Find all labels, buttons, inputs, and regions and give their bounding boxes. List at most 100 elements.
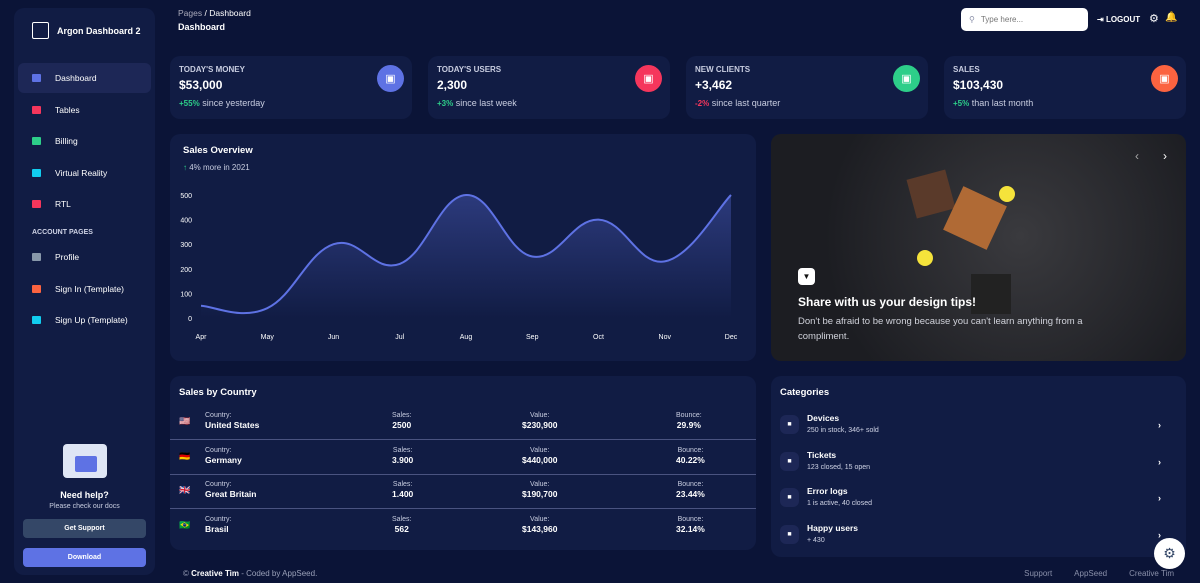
- world-icon: [32, 200, 41, 208]
- country-value: Germany: [205, 454, 242, 465]
- brand[interactable]: Argon Dashboard 2: [32, 22, 141, 39]
- sales-cell: Sales: 562: [392, 516, 411, 534]
- sales-cell: Sales: 3.900: [392, 447, 413, 465]
- chart-subtitle-text: 4% more in 2021: [189, 163, 250, 172]
- breadcrumb: Pages / Dashboard: [178, 8, 251, 18]
- sidebar-item-label: Billing: [55, 136, 78, 146]
- sales-overview-card: Sales Overview ↑ 4% more in 2021 0 100 200…: [170, 134, 756, 361]
- value-value: $440,000: [522, 454, 558, 465]
- carousel-prev[interactable]: ‹: [1135, 149, 1139, 163]
- chevron-right-icon[interactable]: ›: [1158, 420, 1161, 430]
- user-icon: [32, 253, 41, 261]
- value-cell: Value: $143,960: [522, 516, 557, 534]
- sidebar-item[interactable]: Billing: [18, 126, 151, 156]
- gear-icon[interactable]: ⚙: [1149, 13, 1159, 25]
- country-value: United States: [205, 420, 260, 430]
- sidebar-item-label: Virtual Reality: [55, 167, 108, 178]
- bounce-value: 32.14%: [676, 523, 705, 534]
- sidebar-item-label: Dashboard: [55, 73, 97, 83]
- stat-change: +3% since last week: [437, 98, 517, 108]
- section-title: Sales by Country: [179, 387, 257, 398]
- country-cell: Country: Germany: [205, 447, 242, 465]
- col-label: Value:: [530, 412, 550, 419]
- chevron-right-icon[interactable]: ›: [1158, 493, 1161, 503]
- carousel-next[interactable]: ›: [1163, 149, 1167, 163]
- table-row: 🇩🇪 Country: Germany Sales: 3.900 Value: $440,0…: [170, 441, 756, 475]
- col-label: Country:: [205, 446, 232, 454]
- stat-card: SALES $103,430 +5% than last month ▣: [944, 56, 1186, 119]
- chevron-right-icon[interactable]: ›: [1158, 456, 1161, 467]
- y-tick-label: 100: [180, 291, 192, 298]
- sales-cell: Sales: 2500: [392, 412, 411, 430]
- col-label: Sales:: [392, 412, 412, 419]
- get-support-button[interactable]: Get Support: [23, 519, 146, 538]
- sidebar-item[interactable]: Virtual Reality: [18, 158, 151, 188]
- x-tick-label: Nov: [659, 334, 672, 341]
- stat-value: $53,000: [179, 78, 223, 92]
- page-title: Dashboard: [178, 22, 226, 32]
- category-item[interactable]: ■ Tickets 123 closed, 15 open ›: [780, 450, 1175, 484]
- breadcrumb-current: Dashboard: [209, 8, 251, 18]
- stat-change: +5% than last month: [953, 98, 1033, 108]
- folder-illustration-icon: [62, 444, 107, 478]
- logout-link[interactable]: ⇥ LOGOUT: [1097, 15, 1140, 24]
- x-tick-label: Apr: [196, 334, 208, 341]
- copy-icon: [32, 284, 41, 293]
- cubes-image: [906, 169, 1021, 314]
- stat-card: TODAY'S MONEY $53,000 +55% since yesterday…: [170, 56, 412, 119]
- sidebar-item[interactable]: Profile: [18, 242, 151, 272]
- col-label: Country:: [205, 481, 232, 488]
- stat-change-text: than last month: [969, 98, 1034, 108]
- value-cell: Value: $440,000: [522, 447, 557, 465]
- footer-link-support[interactable]: Support: [1024, 569, 1053, 578]
- logout-icon: ⇥: [1097, 15, 1106, 24]
- bounce-value: 29.9%: [676, 420, 701, 430]
- stat-value: 2,300: [437, 78, 468, 92]
- category-item[interactable]: ■ Devices 250 in stock, 346+ sold ›: [780, 413, 1175, 447]
- help-sub: Please check our docs: [49, 503, 120, 510]
- help-box: Need help? Please check our docs: [14, 444, 155, 510]
- mobile-icon: ■: [780, 415, 799, 434]
- country-cell: Country: Brasil: [205, 516, 231, 534]
- bell-icon[interactable]: 🔔: [1165, 12, 1178, 23]
- value-value: $190,700: [522, 489, 558, 499]
- table-row: 🇺🇸 Country: United States Sales: 2500 Value: $…: [170, 406, 756, 440]
- x-tick-label: Jul: [395, 334, 404, 341]
- sidebar-item[interactable]: RTL: [18, 189, 151, 219]
- sidebar-item[interactable]: Tables: [18, 95, 151, 125]
- help-title: Need help?: [60, 490, 109, 500]
- country-cell: Country: Great Britain: [205, 481, 257, 499]
- stat-label: TODAY'S USERS: [437, 65, 502, 74]
- stat-change-pct: +3%: [437, 99, 454, 108]
- paper-icon: ▣: [893, 65, 920, 92]
- stat-change-text: since last quarter: [709, 98, 781, 108]
- stat-change-text: since yesterday: [199, 98, 265, 108]
- category-item[interactable]: ■ Error logs 1 is active, 40 closed ›: [780, 486, 1175, 520]
- stat-label: TODAY'S MONEY: [179, 65, 245, 74]
- sidebar-item-label: Tables: [55, 104, 80, 115]
- arrow-up-icon: ↑: [183, 163, 187, 172]
- col-label: Bounce:: [676, 412, 702, 419]
- country-value: Great Britain: [205, 489, 257, 499]
- x-tick-label: Dec: [725, 334, 738, 341]
- stat-label: NEW CLIENTS: [695, 65, 751, 74]
- sidebar-item[interactable]: Dashboard: [18, 63, 151, 93]
- bounce-value: 40.22%: [676, 454, 705, 465]
- settings-fab[interactable]: ⚙: [1154, 538, 1185, 569]
- download-button[interactable]: Download: [23, 548, 146, 567]
- footer-author-link[interactable]: Creative Tim: [191, 569, 240, 578]
- footer-link-appseed[interactable]: AppSeed: [1074, 569, 1108, 578]
- sidebar-item[interactable]: Sign Up (Template): [18, 305, 151, 335]
- search-icon: ⚲: [969, 15, 975, 24]
- search-input[interactable]: [980, 15, 1071, 24]
- footer-link-creative-tim[interactable]: Creative Tim: [1129, 569, 1174, 578]
- box-icon: ■: [780, 488, 799, 507]
- category-item[interactable]: ■ Happy users + 430 ›: [780, 523, 1175, 557]
- breadcrumb-root[interactable]: Pages: [178, 8, 203, 18]
- value-cell: Value: $230,900: [522, 412, 557, 430]
- sidebar-item[interactable]: Sign In (Template): [18, 274, 151, 304]
- logout-label: LOGOUT: [1105, 15, 1141, 24]
- chevron-right-icon[interactable]: ›: [1158, 529, 1161, 540]
- search-box[interactable]: ⚲: [961, 8, 1088, 31]
- category-title: Tickets: [807, 449, 837, 460]
